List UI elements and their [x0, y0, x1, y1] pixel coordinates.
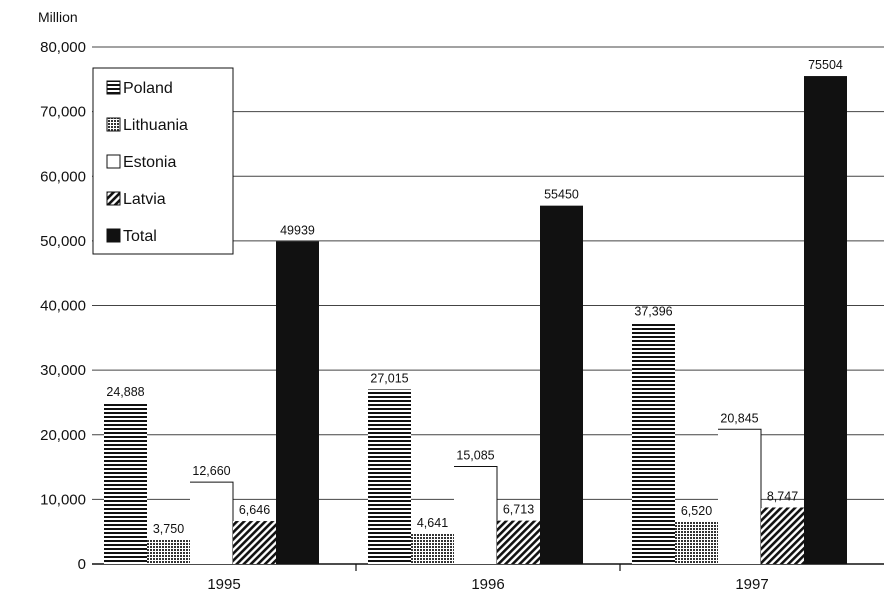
- legend: Poland Lithuania Estonia Latvia Total: [92, 67, 234, 255]
- y-tick-label: 0: [78, 556, 86, 573]
- y-tick-label: 20,000: [40, 427, 86, 444]
- bar-poland-1997: [632, 322, 675, 564]
- y-tick-label: 10,000: [40, 491, 86, 508]
- bar-estonia-1996: [454, 466, 497, 564]
- data-labels: 24,888 3,750 12,660 6,646 49939 27,015 4,641 15…: [106, 58, 843, 536]
- legend-label-total: Total: [123, 228, 157, 245]
- bar-total-1996: [540, 205, 583, 565]
- data-label-latvia-1995: 6,646: [239, 503, 270, 517]
- y-tick-label: 70,000: [40, 104, 86, 121]
- data-label-estonia-1997: 20,845: [720, 411, 758, 425]
- y-tick-label: 80,000: [40, 39, 86, 56]
- legend-label-lithuania: Lithuania: [123, 117, 188, 134]
- data-label-estonia-1995: 12,660: [192, 464, 230, 478]
- y-axis-unit-label: Million: [38, 9, 78, 25]
- legend-label-latvia: Latvia: [123, 191, 166, 208]
- bar-lithuania-1996: [411, 534, 454, 564]
- data-label-latvia-1997: 8,747: [767, 489, 798, 503]
- data-label-poland-1995: 24,888: [106, 385, 144, 399]
- data-label-latvia-1996: 6,713: [503, 503, 534, 517]
- data-label-estonia-1996: 15,085: [456, 449, 494, 463]
- bar-estonia-1995: [190, 482, 233, 564]
- y-tick-label: 50,000: [40, 233, 86, 250]
- legend-swatch-latvia: [106, 191, 121, 206]
- bar-latvia-1997: [761, 507, 804, 564]
- bar-total-1997: [804, 76, 847, 565]
- bar-latvia-1996: [497, 520, 540, 564]
- legend-swatch-lithuania: [106, 117, 121, 132]
- data-label-poland-1997: 37,396: [634, 304, 672, 318]
- x-tick-label: 1996: [471, 576, 504, 593]
- data-label-poland-1996: 27,015: [370, 371, 408, 385]
- legend-swatch-poland: [106, 80, 121, 95]
- data-label-lithuania-1997: 6,520: [681, 504, 712, 518]
- x-tick-label: 1995: [207, 576, 240, 593]
- y-tick-label: 60,000: [40, 168, 86, 185]
- bar-total-1995: [276, 241, 319, 564]
- legend-label-estonia: Estonia: [123, 154, 176, 171]
- bar-lithuania-1997: [675, 521, 718, 564]
- y-tick-label: 30,000: [40, 362, 86, 379]
- bar-poland-1996: [368, 389, 411, 564]
- y-tick-label: 40,000: [40, 298, 86, 315]
- data-label-total-1995: 49939: [280, 223, 315, 237]
- data-label-lithuania-1996: 4,641: [417, 516, 448, 530]
- legend-swatch-total: [106, 228, 121, 243]
- data-label-total-1997: 75504: [808, 58, 843, 72]
- bars: [104, 76, 847, 565]
- data-label-lithuania-1995: 3,750: [153, 522, 184, 536]
- data-label-total-1996: 55450: [544, 188, 579, 202]
- bar-latvia-1995: [233, 521, 276, 564]
- legend-swatch-estonia: [106, 154, 121, 169]
- x-tick-label: 1997: [735, 576, 768, 593]
- bar-lithuania-1995: [147, 539, 190, 564]
- legend-label-poland: Poland: [123, 80, 173, 97]
- bar-estonia-1997: [718, 429, 761, 564]
- bar-poland-1995: [104, 403, 147, 564]
